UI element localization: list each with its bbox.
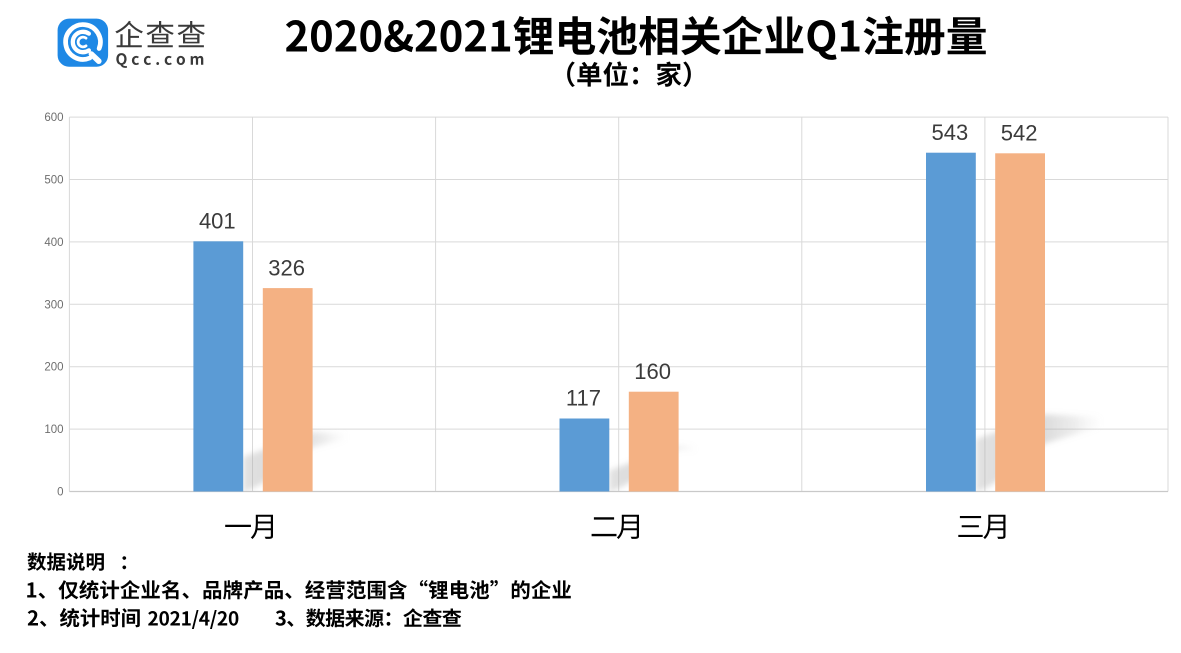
- svg-text:600: 600: [44, 112, 63, 124]
- svg-text:100: 100: [44, 424, 63, 436]
- svg-text:0: 0: [57, 487, 63, 499]
- svg-text:543: 543: [932, 120, 969, 145]
- svg-text:326: 326: [268, 255, 305, 280]
- svg-text:300: 300: [44, 299, 63, 311]
- svg-text:200: 200: [44, 362, 63, 374]
- svg-text:160: 160: [634, 359, 671, 384]
- svg-text:401: 401: [199, 209, 236, 234]
- svg-text:117: 117: [566, 386, 601, 411]
- svg-text:400: 400: [44, 237, 63, 249]
- svg-text:542: 542: [1001, 121, 1038, 146]
- svg-text:500: 500: [44, 175, 63, 187]
